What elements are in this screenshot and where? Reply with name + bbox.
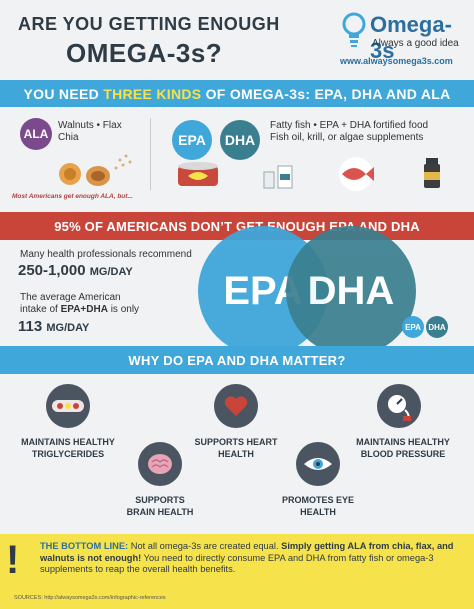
ala-note: Most Americans get enough ALA, but... [12,193,133,200]
fish-icon [339,157,374,191]
brain-icon [138,442,182,486]
brand-name: Omega-3s [370,12,452,63]
banner-highlight: THREE KINDS [103,86,202,102]
bottom-line-box: ! THE BOTTOM LINE: Not all omega-3s are … [0,534,474,609]
blood-pressure-icon [377,384,421,428]
average-intake-text: The average American intake of EPA+DHA i… [20,292,139,316]
epa-small-circle: EPA [402,316,424,338]
average-unit: MG/DAY [46,322,90,334]
recommend-unit: MG/DAY [89,266,133,278]
benefit-blood-pressure-line2: BLOOD PRESSURE [360,449,446,459]
recommend-amount: 250-1,000 MG/DAY [18,262,133,279]
brand-tagline: Always a good idea [372,38,459,49]
dha-large-circle: DHA [286,226,416,356]
epa-dha-sources-line1: Fatty fish • EPA + DHA fortified food [270,120,429,131]
average-line2-suffix: is only [107,304,140,315]
average-line2-bold: EPA+DHA [60,304,108,315]
milk-icon [263,165,293,189]
dha-badge: DHA [220,120,260,160]
why-matter-banner-text: WHY DO EPA AND DHA MATTER? [128,353,346,368]
benefit-blood-pressure-line1: MAINTAINS HEALTHY [356,437,450,447]
average-line2-prefix: intake of [20,304,61,315]
benefit-heart-line2: HEALTH [218,449,254,459]
benefit-heart-line1: SUPPORTS HEART [194,437,278,447]
dha-small-circle: DHA [426,316,448,338]
why-matter-banner: WHY DO EPA AND DHA MATTER? [0,346,474,374]
epa-dha-sources: Fatty fish • EPA + DHA fortified food Fi… [270,120,428,144]
bottom-line-text2: You need to directly consume EPA and DHA… [40,552,434,575]
benefit-triglycerides-line2: TRIGLYCERIDES [31,449,105,459]
walnut-flax-chia-icon [59,154,132,186]
benefit-triglycerides-line1: MAINTAINS HEALTHY [21,437,115,447]
heart-icon [214,384,258,428]
average-amount: 113 MG/DAY [18,318,89,335]
banner-prefix: YOU NEED [23,86,104,102]
bottom-line-label: THE BOTTOM LINE: [40,541,129,551]
sources: SOURCES: http://alwaysomega3s.com/infogr… [14,595,166,601]
eye-icon [296,442,340,486]
section-divider [150,118,151,190]
sources-label: SOURCES: [14,595,43,601]
brand-url[interactable]: www.alwaysomega3s.com [340,56,453,66]
ala-sources-line2: Chia [58,132,79,143]
banner-suffix: OF OMEGA-3s: EPA, DHA AND ALA [201,86,451,102]
sources-url[interactable]: http://alwaysomega3s.com/infographic-ref… [44,595,166,601]
benefit-brain-line1: SUPPORTS [135,495,185,505]
benefit-brain: SUPPORTS BRAIN HEALTH [102,494,218,518]
ala-sources-line1: Walnuts • Flax [58,120,122,131]
ala-badge: ALA [20,118,52,150]
exclamation-icon: ! [6,538,20,582]
three-kinds-banner: YOU NEED THREE KINDS OF OMEGA-3s: EPA, D… [0,80,474,107]
average-line2: intake of EPA+DHA is only [20,304,139,316]
epa-badge: EPA [172,120,212,160]
benefit-triglycerides: MAINTAINS HEALTHY TRIGLYCERIDES [10,436,126,460]
bottom-line-text1: Not all omega-3s are created equal. [128,541,282,551]
bottom-line-text: THE BOTTOM LINE: Not all omega-3s are cr… [40,541,468,576]
benefit-eye-line2: HEALTH [300,507,336,517]
ala-sources: Walnuts • Flax Chia [58,120,122,144]
benefit-heart: SUPPORTS HEART HEALTH [178,436,294,460]
recommend-text: Many health professionals recommend [20,249,192,260]
benefit-eye-line1: PROMOTES EYE [281,495,354,505]
canned-fish-icon [178,162,218,186]
epa-dha-sources-line2: Fish oil, krill, or algae supplements [270,132,424,143]
average-line1: The average American [20,292,121,303]
lightbulb-icon [342,12,366,47]
average-amount-value: 113 [18,318,43,335]
recommend-amount-value: 250-1,000 [18,262,86,279]
benefit-brain-line2: BRAIN HEALTH [126,507,194,517]
header-title-line1: ARE YOU GETTING ENOUGH [18,14,280,34]
benefit-blood-pressure: MAINTAINS HEALTHY BLOOD PRESSURE [340,436,466,460]
supplement-bottle-icon [424,158,440,188]
header-title-line2: OMEGA-3s? [66,38,223,68]
triglycerides-icon [46,384,90,428]
bottom-line-bold: Simply getting ALA from chia, flax, and … [40,541,454,563]
benefit-eye: PROMOTES EYE HEALTH [260,494,376,518]
